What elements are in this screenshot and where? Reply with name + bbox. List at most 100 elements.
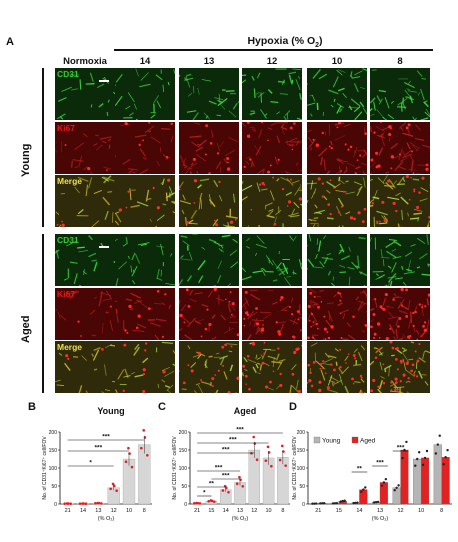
hypoxia-title-close: ): [319, 35, 323, 47]
column-header-5: 8: [397, 56, 403, 67]
data-point: [374, 501, 378, 504]
data-point: [81, 502, 84, 505]
hypoxia-title-sub: 2: [315, 42, 320, 50]
panel-letter-d: D: [289, 401, 297, 413]
x-tick-label: 8: [440, 508, 443, 514]
y-tick-label: 100: [179, 466, 188, 472]
y-axis-label: No. of CD31⁺Ki67⁺ cell/FOV: [42, 436, 48, 500]
data-point: [384, 477, 388, 481]
bar-8: [138, 444, 151, 505]
data-point: [235, 482, 239, 485]
column-header-0: Normoxia: [63, 56, 107, 67]
stain-label-ki67: Ki67: [57, 123, 75, 133]
chart-c-aged: Aged No. of CD31⁺Ki67⁺ cell/FOV 0 50 100 150 2…: [172, 406, 290, 522]
micrograph-young-cd31-1: [115, 68, 175, 120]
data-point: [142, 429, 146, 432]
micrograph-aged-merge-4: [307, 341, 367, 393]
stain-label-merge: Merge: [57, 176, 83, 186]
x-tick-label: 21: [315, 508, 321, 514]
micrograph-aged-merge-2: [179, 341, 239, 393]
micrograph-aged-merge-3: [242, 341, 302, 393]
data-point: [403, 448, 406, 452]
y-axis-label: No. of CD31⁺Ki67⁺ cell/FOV: [172, 436, 178, 500]
data-point: [282, 450, 285, 453]
significance-label: ***: [229, 437, 237, 444]
column-header-4: 10: [331, 56, 343, 67]
x-axis-label: (% O₂): [232, 516, 249, 522]
x-tick-label: 8: [281, 508, 284, 514]
y-tick-label: 100: [49, 466, 58, 472]
legend-swatch-aged: [351, 436, 359, 444]
y-tick-label: 200: [179, 430, 188, 436]
data-point: [193, 502, 196, 505]
data-point: [333, 502, 337, 505]
x-tick-label: 8: [143, 508, 146, 514]
data-point: [267, 451, 271, 454]
data-point: [270, 464, 273, 468]
scale-bar: [99, 80, 109, 82]
micrograph-aged-cd31-1: [115, 234, 175, 286]
data-point: [209, 499, 213, 502]
chart-d-comparison: No. of CD31⁺Ki67⁺ cell/FOV 0 50 100 150 200 21…: [292, 430, 452, 522]
x-tick-label: 13: [377, 508, 383, 514]
data-point: [425, 449, 429, 453]
y-tick-label: 150: [49, 448, 58, 454]
micrograph-young-cd31-0: CD31: [55, 68, 115, 120]
data-point: [281, 444, 284, 448]
y-tick-label: 50: [299, 484, 305, 490]
data-point: [405, 440, 408, 444]
data-point: [221, 489, 225, 492]
data-point: [195, 501, 198, 505]
data-point: [146, 453, 149, 457]
micrograph-aged-cd31-2: [179, 234, 239, 286]
legend-swatch-young: [313, 436, 321, 444]
x-tick-label: 12: [111, 508, 117, 514]
data-point: [444, 456, 447, 459]
hypoxia-header: Hypoxia (% O2): [140, 35, 430, 49]
micrograph-aged-ki67-1: [115, 288, 175, 340]
data-point: [341, 499, 344, 503]
micrograph-young-merge-4: [307, 175, 367, 227]
hypoxia-title: Hypoxia (% O: [247, 35, 316, 47]
data-point: [320, 502, 324, 505]
group-bracket-aged: [42, 234, 44, 393]
micrograph-aged-ki67-0: Ki67: [55, 288, 115, 340]
micrograph-young-ki67-4: [307, 122, 367, 174]
data-point: [397, 484, 400, 487]
x-tick-label: 21: [194, 508, 200, 514]
data-point: [143, 436, 147, 439]
x-tick-label: 15: [208, 508, 214, 514]
significance-label: **: [209, 481, 215, 488]
x-tick-label: 14: [80, 508, 86, 514]
y-tick-label: 50: [51, 484, 57, 490]
x-tick-label: 12: [398, 508, 404, 514]
x-tick-label: 12: [251, 508, 257, 514]
data-point: [362, 488, 365, 491]
panel-letter-b: B: [28, 401, 36, 413]
data-point: [127, 446, 130, 450]
data-point: [414, 464, 417, 467]
data-point: [417, 451, 421, 454]
significance-label: ***: [222, 447, 230, 454]
data-point: [442, 463, 445, 466]
x-tick-label: 14: [356, 508, 362, 514]
significance-label: ***: [95, 445, 103, 452]
data-point: [84, 502, 88, 506]
micrograph-young-ki67-2: [179, 122, 239, 174]
micrograph-young-merge-2: [179, 175, 239, 227]
chart-title: Aged: [234, 406, 257, 416]
data-point: [376, 500, 380, 504]
significance-label: *: [89, 460, 92, 467]
legend-label-young: Young: [322, 438, 341, 445]
data-point: [128, 452, 131, 455]
stain-label-merge: Merge: [57, 342, 83, 352]
data-point: [315, 502, 318, 505]
data-point: [100, 502, 103, 505]
stain-label-ki67: Ki67: [57, 289, 75, 299]
data-point: [140, 446, 143, 450]
x-tick-label: 13: [237, 508, 243, 514]
y-tick-label: 0: [54, 502, 57, 508]
data-point: [198, 502, 202, 505]
micrograph-aged-ki67-5: [370, 288, 430, 340]
y-tick-label: 0: [302, 502, 305, 508]
